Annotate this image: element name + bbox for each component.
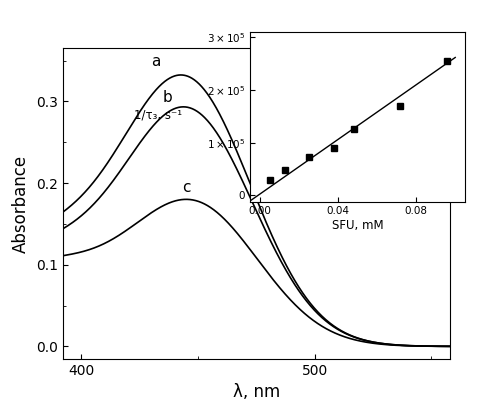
Text: a: a — [151, 54, 160, 69]
X-axis label: SFU, mM: SFU, mM — [332, 219, 384, 232]
Y-axis label: Absorbance: Absorbance — [12, 154, 30, 253]
Text: b: b — [162, 90, 172, 105]
Text: c: c — [182, 181, 190, 195]
Text: 1/τ₃, s⁻¹: 1/τ₃, s⁻¹ — [134, 108, 182, 121]
X-axis label: λ, nm: λ, nm — [232, 383, 280, 401]
